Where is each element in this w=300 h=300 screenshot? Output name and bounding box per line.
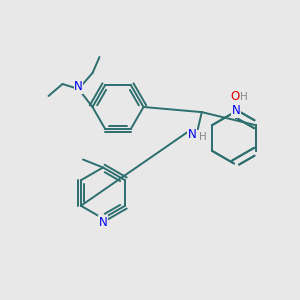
Text: H: H bbox=[199, 132, 207, 142]
Text: N: N bbox=[232, 104, 240, 117]
Text: O: O bbox=[230, 90, 240, 103]
Text: N: N bbox=[74, 80, 83, 94]
Text: N: N bbox=[99, 216, 107, 229]
Text: H: H bbox=[240, 92, 248, 103]
Text: N: N bbox=[188, 128, 196, 141]
